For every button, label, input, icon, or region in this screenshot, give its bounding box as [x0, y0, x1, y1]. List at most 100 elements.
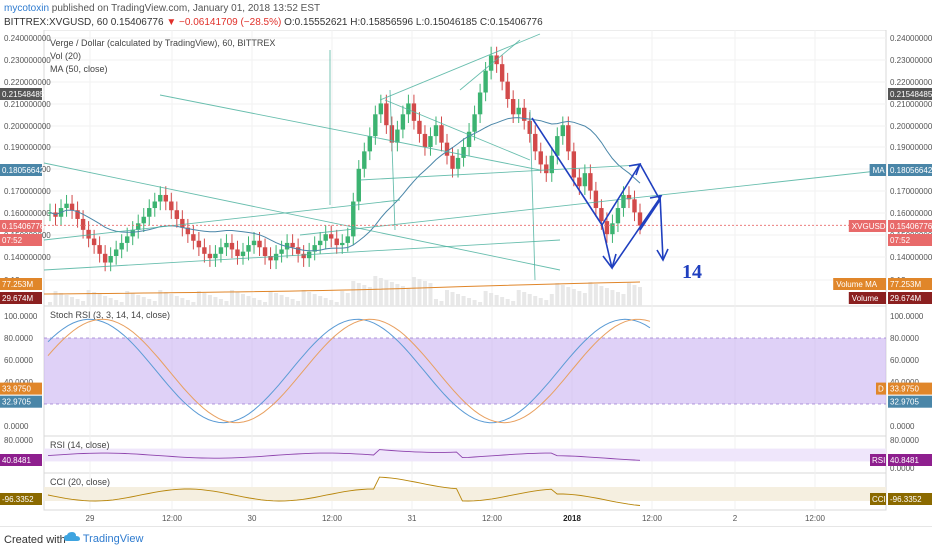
volume-bar	[599, 286, 604, 306]
stoch-tag-text: 32.9705	[2, 398, 31, 407]
arrow-head-icon	[602, 253, 617, 270]
volume-bar	[141, 297, 146, 306]
stoch-tag-right-text: 32.9705	[890, 398, 919, 407]
brand-label: TradingView	[82, 533, 144, 545]
candle-body	[395, 129, 400, 143]
candle-body	[626, 194, 632, 200]
candle-body	[428, 136, 433, 147]
stoch-tag-right-text: 33.9750	[890, 385, 919, 394]
stoch-tick-right: 0.0000	[890, 422, 915, 431]
volume-bar	[560, 285, 565, 306]
candle-body	[262, 247, 268, 256]
legend-title: Verge / Dollar (calculated by TradingVie…	[50, 38, 275, 48]
candle-body	[207, 253, 213, 259]
drawing-line	[601, 163, 641, 226]
candle-body	[301, 253, 306, 259]
cci-band	[44, 487, 886, 501]
stoch-tick-right: 40.0000	[890, 378, 919, 387]
trend-line	[389, 89, 396, 231]
volume-bar	[389, 282, 394, 306]
volume-bar	[362, 285, 367, 306]
candle-body	[499, 64, 505, 82]
volume-bar	[268, 291, 273, 306]
volume-bar	[202, 293, 207, 306]
rsi-label-text: RSI	[872, 456, 885, 465]
candle-body	[516, 107, 521, 115]
time-tick: 31	[408, 514, 417, 523]
volume-bar	[445, 290, 450, 306]
price-tag-left-text: 0.18056642	[2, 166, 45, 175]
trend-line	[159, 94, 541, 171]
rsi-tag-left	[0, 454, 42, 466]
candle-body	[75, 210, 80, 219]
candle-body	[163, 194, 168, 202]
price-tick-right: 0.160000000	[890, 209, 932, 218]
candle-body	[527, 120, 532, 134]
cci-tag-left	[0, 493, 42, 505]
stoch-tick-right: 100.0000	[890, 312, 924, 321]
volume-bar	[174, 296, 179, 306]
volume-bar	[478, 302, 483, 306]
volume-bar	[422, 281, 427, 306]
price-tag-right	[888, 88, 932, 100]
volume-bar	[566, 287, 571, 306]
volume-bar	[48, 302, 52, 306]
price-tick-right: 0.140000000	[890, 253, 932, 262]
price-tick-right: 0.190000000	[890, 143, 932, 152]
candle-body	[632, 199, 637, 213]
candle-body	[191, 234, 196, 241]
price-tag-left	[0, 234, 42, 246]
candle-body	[340, 242, 345, 246]
volume-bar	[318, 296, 323, 306]
volume-bar	[274, 293, 279, 306]
tradingview-logo-link[interactable]: TradingView	[64, 531, 144, 545]
volume-bar	[378, 278, 383, 306]
candle-body	[549, 155, 554, 174]
volume-bar	[456, 294, 461, 306]
price-tag-label-text: Volume MA	[836, 280, 878, 289]
volume-bar	[345, 293, 350, 306]
stoch-tag-text: 33.9750	[2, 385, 31, 394]
volume-bar	[511, 301, 516, 306]
volume-bar	[400, 286, 405, 306]
chart-canvas[interactable]: 0.240000000 0.240000000 0.230000000 0.23000…	[0, 30, 932, 526]
candle-body	[240, 251, 246, 256]
candle-body	[158, 194, 163, 202]
volume-bar	[533, 296, 538, 306]
volume-bar	[439, 301, 444, 306]
candle-body	[273, 253, 279, 261]
pane-frame	[43, 30, 887, 307]
volume-bar	[285, 297, 290, 306]
volume-bar	[384, 280, 389, 306]
candle-body	[637, 212, 643, 226]
time-tick: 12:00	[642, 514, 663, 523]
candle-body	[329, 234, 334, 239]
stoch-k-line	[47, 318, 651, 424]
rsi-tag-text: 40.8481	[2, 456, 31, 465]
candle-body	[202, 247, 207, 254]
stoch-label-tag	[876, 382, 886, 395]
author-link[interactable]: mycotoxin	[4, 3, 50, 14]
publish-text: published on TradingView.com, January 01…	[51, 3, 321, 14]
volume-bar	[279, 295, 284, 306]
volume-bar	[290, 299, 295, 306]
candle-body	[593, 190, 599, 209]
volume-bar	[169, 294, 174, 306]
volume-bar	[130, 293, 135, 306]
price-tag-left-text: 77.253M	[2, 280, 33, 289]
volume-bar	[92, 292, 97, 306]
price-tick-left: 0.220000000	[4, 78, 51, 87]
candle-body	[510, 99, 516, 115]
candle-body	[488, 55, 494, 71]
price-tick-right: 0.210000000	[890, 100, 932, 109]
volume-bar	[301, 290, 306, 306]
volume-bar	[411, 277, 416, 306]
stoch-d-line	[47, 318, 651, 424]
price-tick-right: 0.200000000	[890, 122, 932, 131]
candle-body	[268, 256, 273, 261]
volume-bar	[114, 300, 119, 306]
footer: Created with TradingView	[0, 526, 932, 551]
time-tick: 2018	[563, 514, 581, 523]
rsi-band	[44, 448, 886, 462]
price-change: −0.06141709 (−28.5%)	[179, 17, 282, 28]
